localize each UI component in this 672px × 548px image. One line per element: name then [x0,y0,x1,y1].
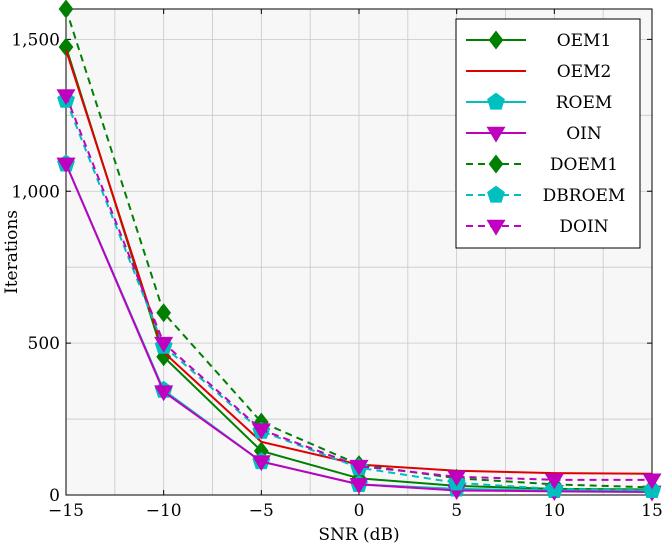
legend-entry-roem: ROEM [466,92,613,113]
data-point-marker [544,473,564,490]
legend-entry-dbroem: DBROEM [466,185,626,206]
data-point-marker [154,336,174,353]
legend: OEM1 OEM2 ROEM OIN DOEM1 DBROEM DOIN [455,18,641,249]
y-tick-label: 1,000 [11,182,60,202]
legend-label: OEM1 [557,31,612,51]
legend-entry-oem2: OEM2 [466,62,611,82]
x-axis-label: SNR (dB) [318,525,399,545]
legend-label: DBROEM [543,186,626,206]
x-tick-label: 15 [641,501,663,521]
x-tick-label: −15 [48,501,84,521]
data-point-marker [488,154,504,174]
x-tick-label: 0 [354,501,365,521]
data-point-marker [486,219,506,236]
data-point-marker [156,303,172,323]
data-point-marker [487,185,505,203]
legend-label: OIN [566,124,602,144]
legend-label: DOIN [559,217,608,237]
y-tick-label: 1,500 [11,30,60,50]
data-point-marker [58,0,74,19]
x-tick-label: 5 [451,501,462,521]
y-tick-label: 500 [28,334,60,354]
legend-label: ROEM [556,93,613,113]
series-layer [56,0,662,502]
legend-label: DOEM1 [550,155,618,175]
x-tick-label: −10 [146,501,182,521]
data-point-marker [349,478,369,494]
data-point-marker [642,473,662,490]
x-tick-label: 10 [544,501,566,521]
data-point-marker [349,459,369,476]
data-point-marker [56,89,76,106]
series-doin [56,89,662,490]
legend-label: OEM2 [557,62,612,82]
legend-entry-oin: OIN [466,124,602,144]
y-axis-label: Iterations [2,210,22,294]
legend-entry-oem1: OEM1 [466,30,612,51]
y-tick-label: 0 [49,486,60,506]
data-point-marker [486,126,506,143]
data-point-marker [58,37,74,57]
data-point-marker [154,385,174,402]
x-tick-label: −5 [249,501,274,521]
data-point-marker [447,470,467,487]
data-point-marker [488,30,504,50]
axis-ticks: −15 −10 −5 0 5 10 15 0 500 1,000 1,500 [11,9,663,521]
legend-entry-doem1: DOEM1 [466,154,618,175]
data-point-marker [643,481,661,499]
legend-entry-doin: DOIN [466,217,609,237]
data-point-marker [251,455,271,472]
data-point-marker [251,423,271,440]
data-point-marker [56,157,76,174]
data-point-marker [487,92,505,110]
